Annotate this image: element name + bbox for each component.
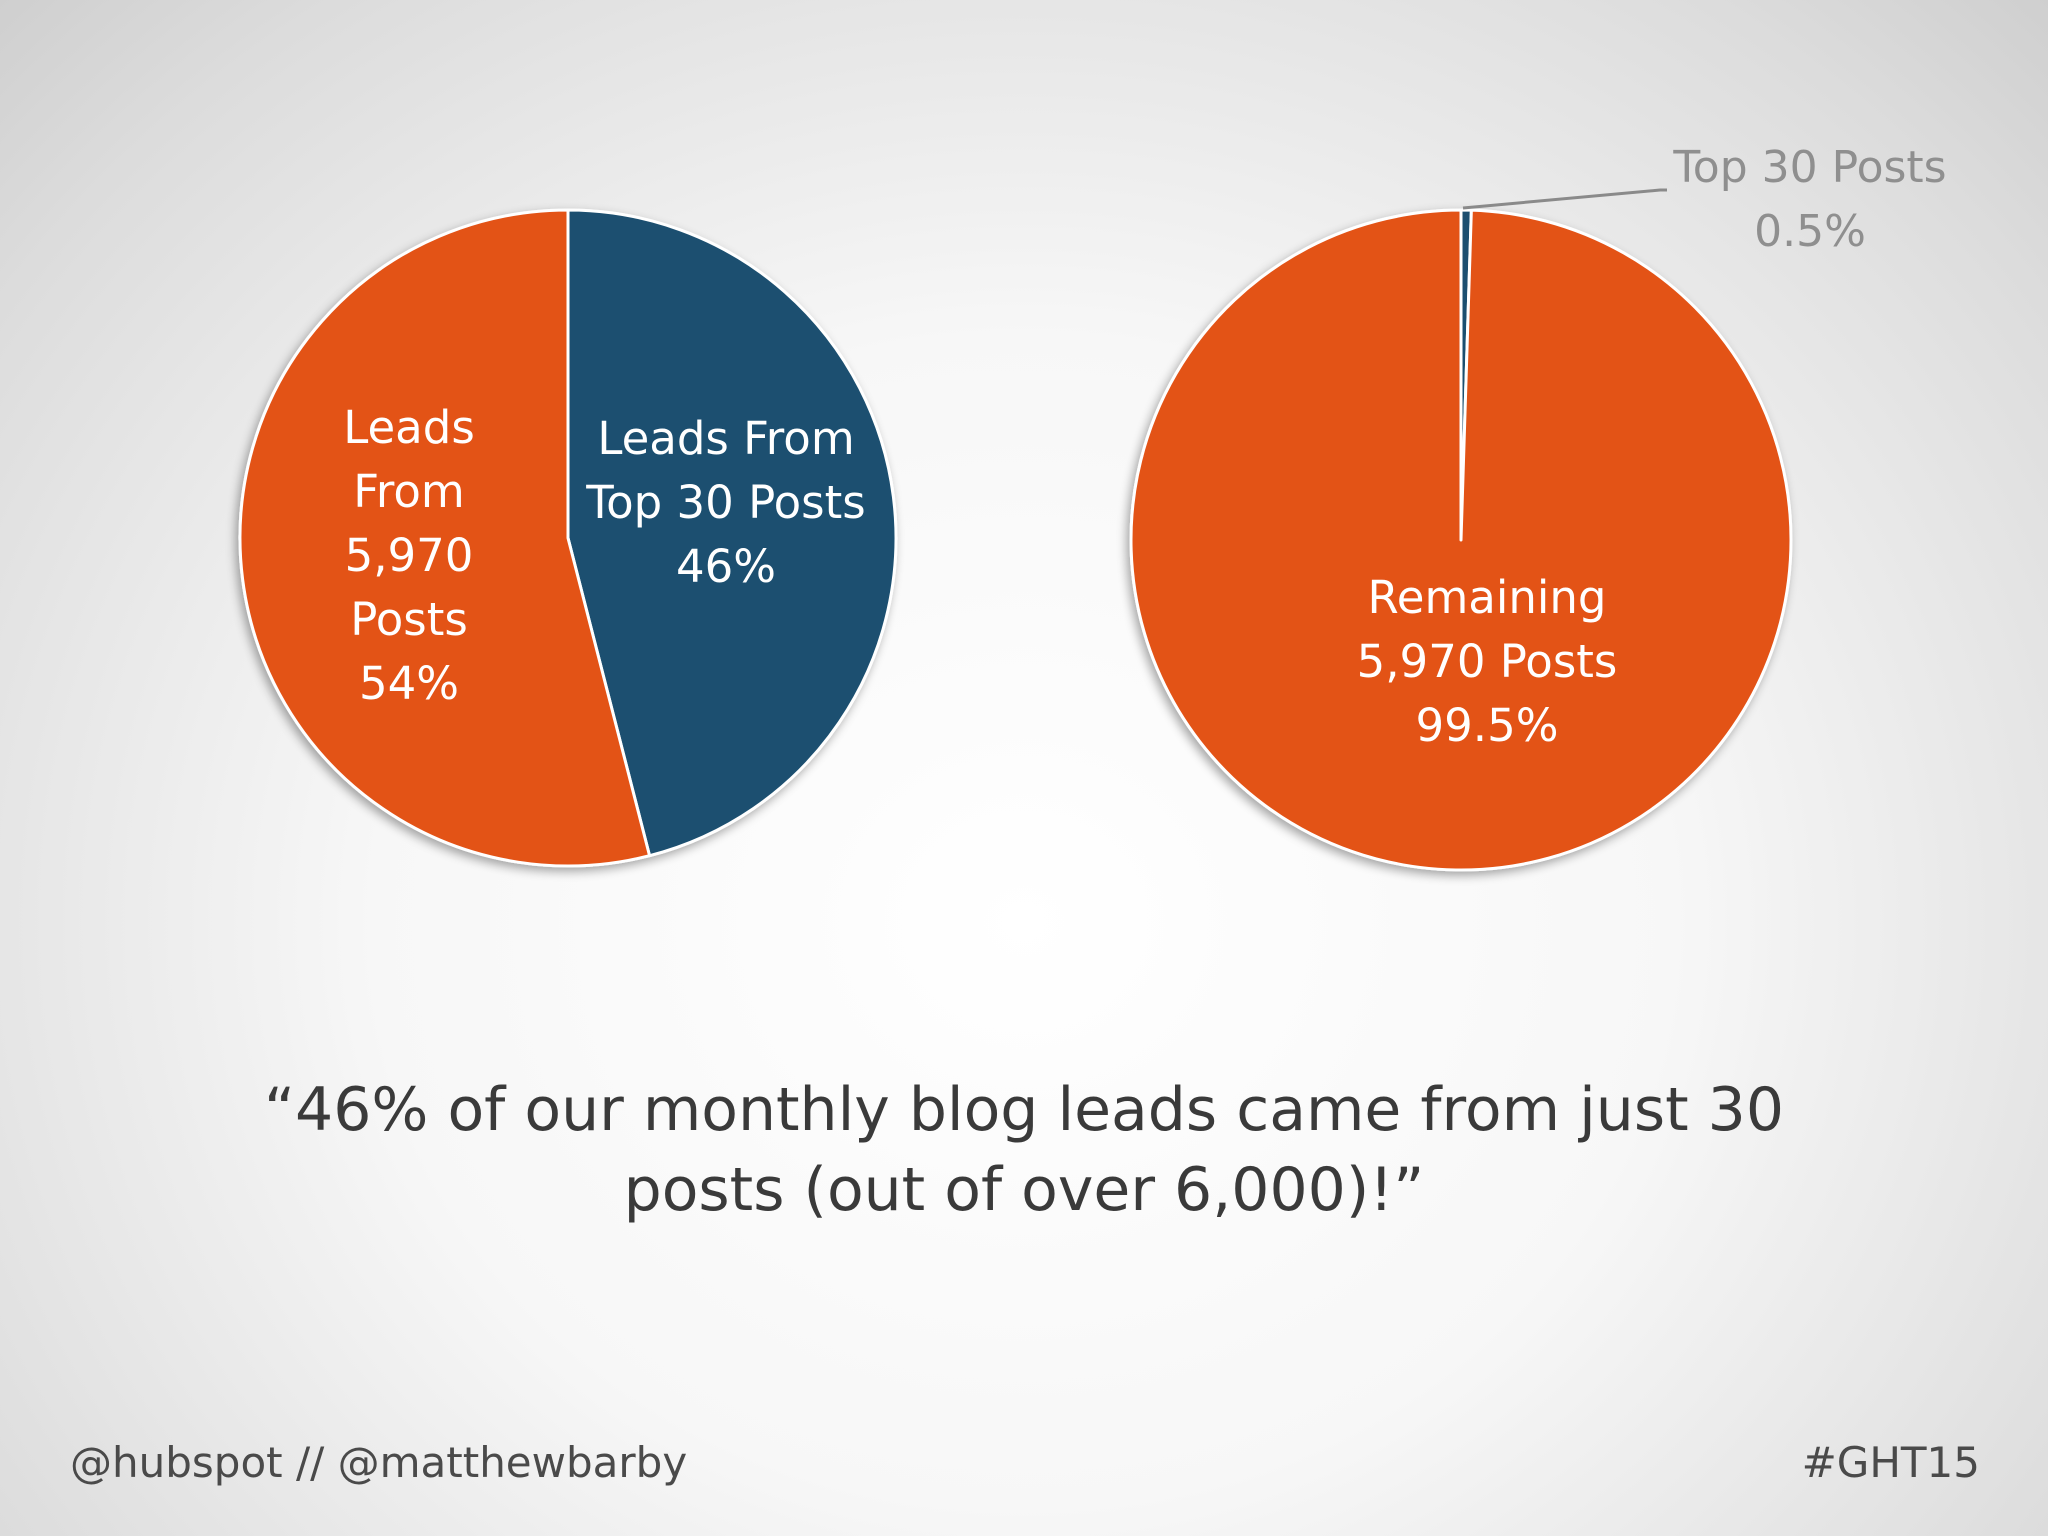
pie-slice-remaining xyxy=(1129,208,1793,872)
pie-left-labels: Leads From 5,970 Posts 54% Leads From To… xyxy=(343,401,865,710)
slice-label-5970-posts-percent: 54% xyxy=(359,657,459,710)
slice-label-5970-posts-line1: Leads xyxy=(343,401,475,454)
slice-label-top30-line2: Top 30 Posts xyxy=(585,476,865,529)
pie-slice-5970-posts xyxy=(238,208,652,868)
slice-label-top30-line1: Leads From xyxy=(597,412,854,465)
pie-slice-top30 xyxy=(566,208,898,858)
slice-label-remaining-line1: Remaining xyxy=(1368,571,1607,624)
footer-hashtag: #GHT15 xyxy=(1801,1438,1980,1487)
slice-label-5970-posts-line2: From xyxy=(353,465,465,518)
callout-label-top30: Top 30 Posts xyxy=(1672,142,1946,193)
quote-line-1: “46% of our monthly blog leads came from… xyxy=(263,1075,1785,1145)
footer-handles: @hubspot // @matthewbarby xyxy=(70,1438,688,1487)
pie-right-labels: Remaining 5,970 Posts 99.5% Top 30 Posts… xyxy=(1357,142,1947,752)
slice-label-5970-posts-line3: 5,970 xyxy=(345,529,474,582)
callout-leader-line xyxy=(1462,188,1667,210)
quote-line-2: posts (out of over 6,000)!” xyxy=(623,1155,1425,1225)
slice-label-5970-posts-line4: Posts xyxy=(350,593,468,646)
pie-chart-leads xyxy=(238,208,898,868)
slice-label-remaining-percent: 99.5% xyxy=(1416,699,1559,752)
callout-label-percent: 0.5% xyxy=(1754,206,1866,257)
slice-label-top30-percent: 46% xyxy=(676,540,776,593)
pie-chart-posts xyxy=(1129,208,1793,872)
slice-label-remaining-line2: 5,970 Posts xyxy=(1357,635,1618,688)
quote-text: “46% of our monthly blog leads came from… xyxy=(224,1070,1824,1230)
